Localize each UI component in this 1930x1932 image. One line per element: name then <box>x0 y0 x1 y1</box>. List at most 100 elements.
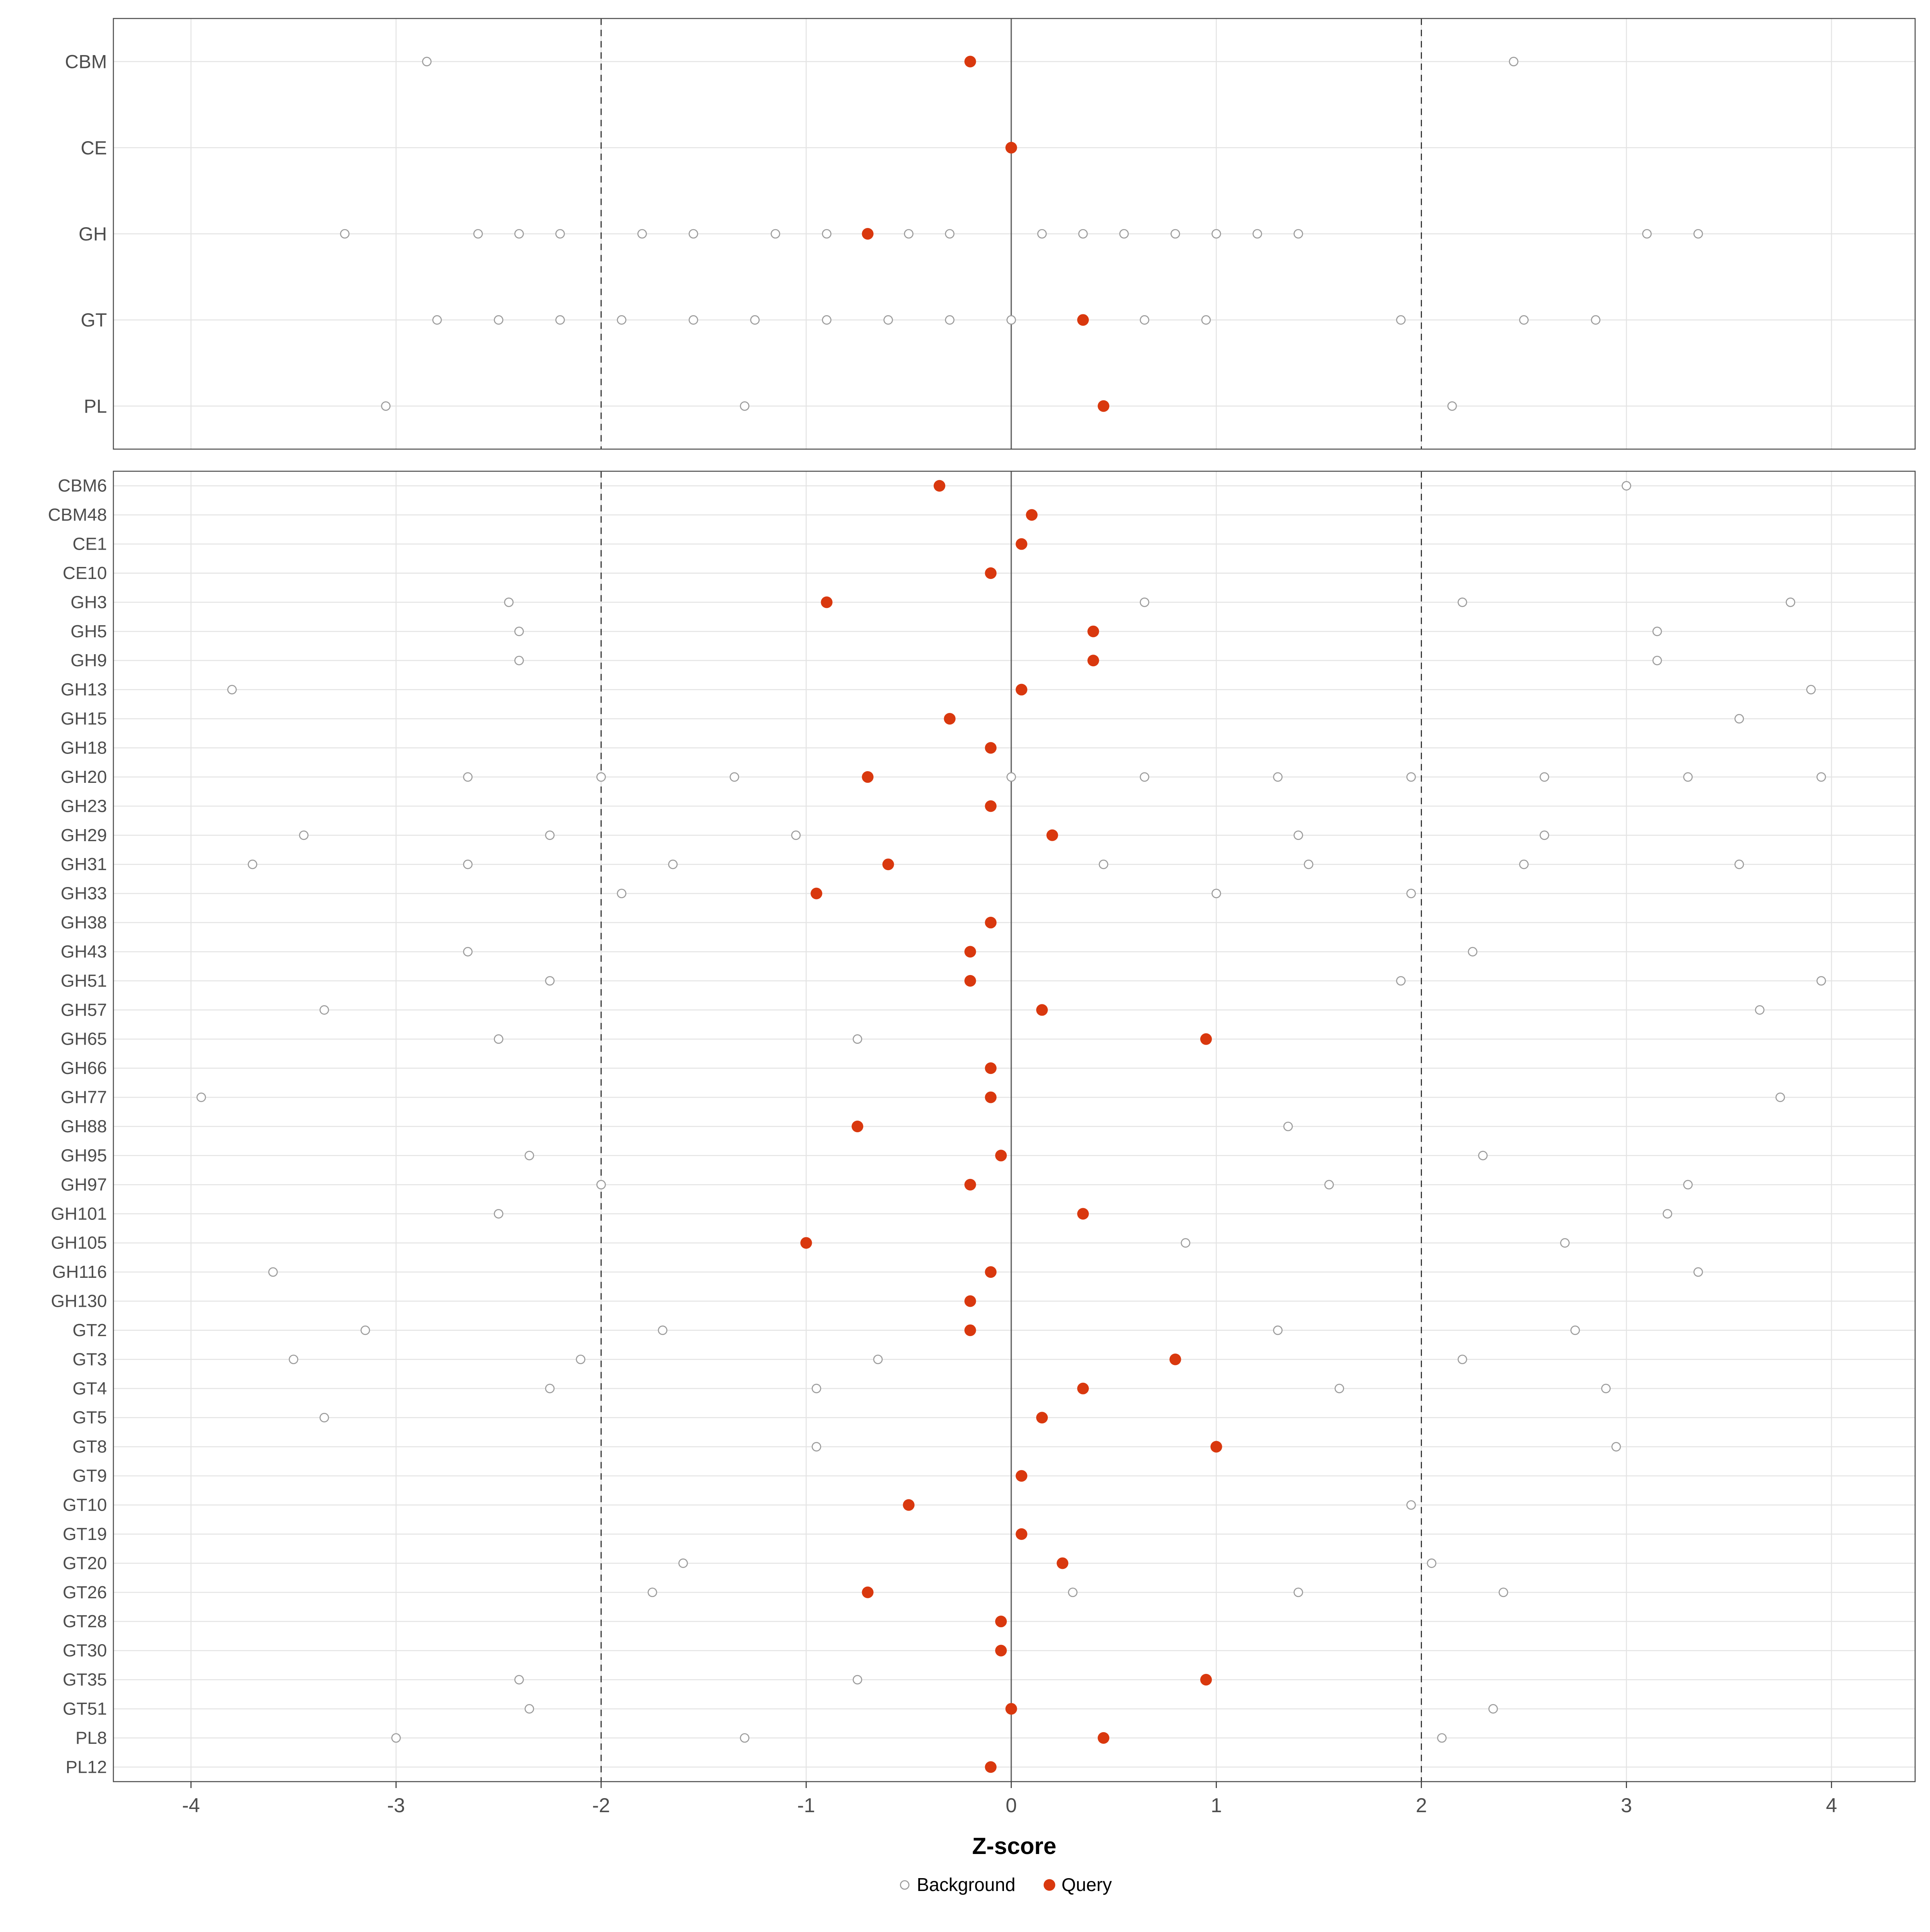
background-point <box>1468 947 1478 957</box>
background-point <box>1140 597 1150 607</box>
query-point <box>1046 829 1058 841</box>
background-point <box>1396 315 1406 325</box>
background-point <box>463 859 473 869</box>
query-point <box>821 596 833 608</box>
category-label: GH95 <box>61 1146 107 1165</box>
background-point <box>514 229 524 239</box>
background-point <box>883 315 893 325</box>
query-point <box>995 1150 1007 1162</box>
category-label: GH57 <box>61 1000 107 1020</box>
x-tick-label: -3 <box>387 1794 405 1817</box>
category-label: GH65 <box>61 1029 107 1049</box>
background-point <box>750 315 760 325</box>
background-point <box>494 315 503 325</box>
background-point <box>1570 1325 1580 1335</box>
query-point <box>800 1237 812 1249</box>
query-point <box>862 1586 874 1598</box>
query-point <box>995 1645 1007 1657</box>
query-point <box>964 975 976 987</box>
x-tick-label: 1 <box>1211 1794 1222 1817</box>
legend-label-query: Query <box>1062 1874 1112 1895</box>
category-label: GH130 <box>51 1291 107 1311</box>
background-point <box>1663 1209 1672 1219</box>
background-point <box>248 859 257 869</box>
category-label: GH88 <box>61 1117 107 1136</box>
background-point <box>1591 315 1601 325</box>
query-point <box>1016 1528 1027 1540</box>
category-label: GH97 <box>61 1175 107 1195</box>
background-point <box>1775 1092 1785 1102</box>
background-point <box>1611 1442 1621 1452</box>
query-point <box>985 742 997 754</box>
query-point <box>1016 684 1027 696</box>
category-label: GH116 <box>52 1262 107 1282</box>
category-label: CE1 <box>72 534 107 554</box>
category-label: CE <box>81 137 107 158</box>
category-label: GT8 <box>72 1437 107 1457</box>
panel-subfamily-level: CBM6 CBM48 CE1 CE10 GH3 GH5 GH9 GH13 GH15 GH18 GH2… <box>48 470 1916 1782</box>
query-point <box>1036 1412 1048 1424</box>
query-point <box>985 1266 997 1278</box>
category-label: GH20 <box>61 767 107 787</box>
background-point <box>811 1384 821 1394</box>
background-point <box>1806 685 1816 694</box>
category-label: GT4 <box>72 1379 107 1398</box>
background-point <box>1427 1558 1437 1568</box>
category-label: GH38 <box>61 913 107 932</box>
background-point <box>1068 1587 1078 1597</box>
background-point <box>268 1267 278 1277</box>
query-point <box>985 800 997 812</box>
background-point <box>822 315 832 325</box>
panel-family-level: CBM CE GH GT PL <box>65 18 1916 450</box>
background-point <box>1488 1704 1498 1714</box>
background-point <box>1622 481 1631 491</box>
background-point <box>852 1034 862 1044</box>
background-point <box>1693 1267 1703 1277</box>
background-point <box>1273 1325 1283 1335</box>
category-label: GH31 <box>61 854 107 874</box>
background-point <box>873 1355 883 1364</box>
background-point <box>1140 315 1150 325</box>
background-point <box>1499 1587 1508 1597</box>
background-point <box>945 315 955 325</box>
background-point <box>1642 229 1652 239</box>
background-point <box>381 401 391 411</box>
category-label: GT10 <box>63 1495 107 1515</box>
category-label: CE10 <box>63 563 107 583</box>
background-point <box>852 1675 862 1685</box>
background-point <box>1406 772 1416 782</box>
panel-border <box>113 470 1916 1782</box>
query-point <box>964 1295 976 1307</box>
background-point <box>1406 1500 1416 1510</box>
query-point <box>811 887 822 899</box>
background-point <box>514 655 524 665</box>
query-point <box>1026 509 1038 521</box>
x-tick-label: 4 <box>1826 1794 1837 1817</box>
query-point <box>862 771 874 783</box>
category-label: GH105 <box>51 1233 107 1253</box>
background-point <box>1519 859 1529 869</box>
background-point <box>1447 401 1457 411</box>
background-point <box>391 1733 401 1743</box>
background-point <box>576 1355 585 1364</box>
x-tick-label: 2 <box>1416 1794 1427 1817</box>
query-point <box>1210 1441 1222 1453</box>
category-label: CBM <box>65 51 107 72</box>
background-point <box>658 1325 667 1335</box>
background-point <box>740 401 749 411</box>
background-point <box>1140 772 1150 782</box>
background-point <box>524 1151 534 1160</box>
background-point <box>811 1442 821 1452</box>
category-label: GH5 <box>71 622 107 641</box>
background-point <box>668 859 678 869</box>
query-point <box>964 1324 976 1336</box>
query-point <box>1077 314 1089 326</box>
background-point <box>319 1005 329 1015</box>
background-point <box>432 315 442 325</box>
category-label: PL8 <box>76 1728 107 1748</box>
background-point <box>1786 597 1795 607</box>
background-point <box>1652 655 1662 665</box>
background-point <box>1201 315 1211 325</box>
background-point <box>1037 229 1047 239</box>
